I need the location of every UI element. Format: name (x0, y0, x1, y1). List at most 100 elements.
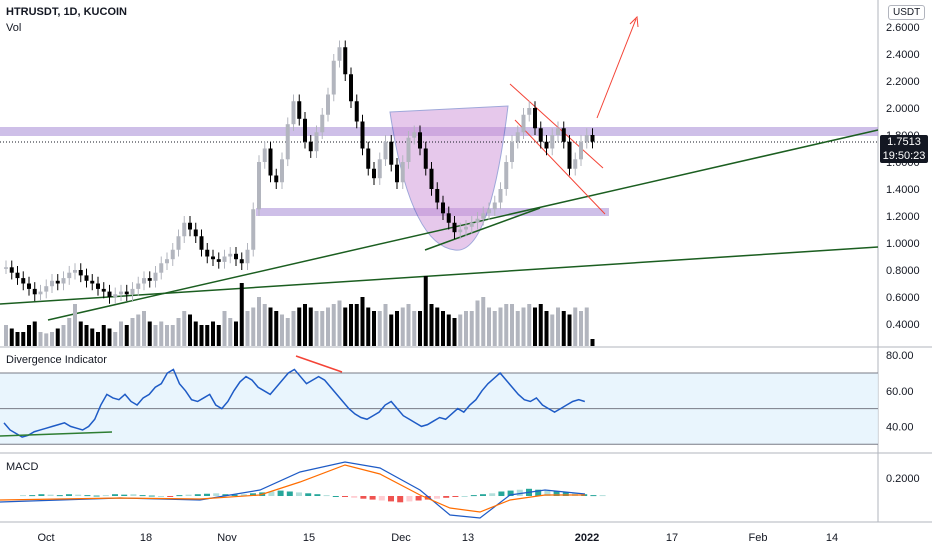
volume-bar (113, 332, 118, 346)
candle (412, 132, 417, 138)
macd-histogram-bar (222, 494, 229, 496)
price-tick-label: 0.8000 (886, 265, 920, 277)
candle (429, 168, 434, 189)
macd-histogram-bar (112, 494, 118, 496)
channel-line (509, 83, 604, 169)
candle (285, 124, 290, 160)
macd-tick-label: 0.2000 (886, 473, 920, 485)
macd-signal-line (0, 464, 585, 513)
macd-histogram-bar (66, 494, 72, 496)
candle (314, 132, 319, 152)
macd-histogram-bar (599, 495, 606, 497)
candle (78, 270, 83, 276)
macd-histogram-bar (277, 490, 284, 496)
volume-bar (262, 304, 267, 346)
macd-histogram-bar (378, 496, 385, 501)
volume-bar (326, 307, 330, 346)
volume-bar (136, 314, 141, 346)
candle (291, 101, 296, 125)
macd-histogram-bar (507, 490, 514, 496)
macd-histogram-bar (158, 496, 164, 497)
candle (67, 272, 72, 279)
forecast-arrow-head (629, 15, 639, 28)
volume-bar (285, 318, 290, 346)
macd-histogram-bar (369, 496, 376, 500)
candle (372, 168, 376, 179)
bullish-divergence-line (0, 431, 113, 437)
volume-bar (308, 307, 313, 346)
candle (176, 236, 181, 250)
volume-bar (84, 325, 89, 346)
time-axis-label: 17 (666, 532, 678, 544)
volume-bar (216, 325, 221, 346)
candle (44, 286, 49, 292)
candle (423, 148, 428, 169)
macd-histogram-bar (562, 492, 569, 496)
volume-bar (590, 339, 595, 346)
macd-title: MACD (6, 461, 39, 473)
volume-bar (96, 332, 100, 346)
volume-bar (579, 311, 583, 346)
volume-bar (119, 321, 123, 346)
volume-bar (429, 304, 434, 346)
volume-bar (412, 311, 417, 346)
candle (119, 291, 123, 295)
candle (320, 114, 325, 133)
candle (452, 222, 457, 233)
macd-histogram-bar (553, 491, 560, 496)
volume-bar (320, 311, 325, 346)
candle (446, 213, 451, 223)
macd-histogram-bar (268, 491, 275, 496)
volume-bar (101, 325, 106, 346)
volume-bar (458, 314, 463, 346)
volume-bar (504, 304, 509, 346)
currency-badge[interactable]: USDT (888, 5, 926, 20)
volume-bar (475, 300, 480, 346)
macd-histogram-bar (489, 493, 496, 496)
volume-bar (291, 311, 296, 346)
volume-bar (280, 314, 284, 346)
volume-bar (234, 321, 238, 346)
volume-bar (423, 276, 428, 346)
candle (205, 249, 210, 257)
time-axis-label: 18 (140, 532, 152, 544)
candle (234, 253, 238, 260)
volume-bar (573, 307, 578, 346)
candle (400, 162, 405, 183)
candle (142, 278, 146, 284)
volume-bar (383, 304, 388, 346)
forecast-arrow (596, 18, 637, 119)
macd-histogram-bar (240, 494, 247, 496)
time-axis-label: 13 (462, 532, 474, 544)
macd-histogram-bar (75, 494, 82, 496)
macd-histogram-bar (434, 496, 440, 499)
candle (274, 175, 279, 183)
candle (406, 137, 411, 162)
divergence-title: Divergence Indicator (6, 354, 107, 366)
divergence-tick-label: 60.00 (886, 386, 914, 398)
candle (101, 288, 106, 292)
volume-bar (331, 304, 336, 346)
candle (383, 141, 388, 160)
macd-histogram-bar (443, 496, 450, 498)
volume-bar (314, 311, 319, 346)
volume-bar (377, 311, 382, 346)
candle (481, 213, 486, 219)
volume-bar (15, 332, 20, 346)
macd-histogram-bar (139, 495, 146, 497)
candle (15, 272, 20, 279)
volume-bar (487, 307, 491, 346)
candle (55, 280, 60, 284)
macd-histogram-bar (250, 493, 256, 496)
macd-line (0, 461, 586, 519)
candle (326, 94, 330, 115)
macd-histogram-bar (544, 490, 551, 496)
candle (337, 47, 342, 61)
candle (61, 278, 66, 284)
volume-bar (584, 307, 589, 346)
volume-bar (239, 283, 244, 346)
volume-bar (211, 321, 215, 346)
volume-bar (360, 297, 365, 346)
candle (469, 222, 474, 227)
macd-histogram-bar (213, 493, 220, 496)
